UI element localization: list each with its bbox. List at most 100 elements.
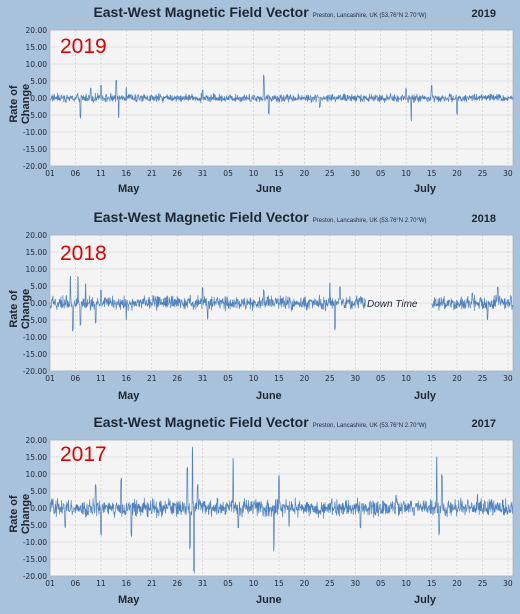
x-tick-label: 20 (300, 169, 310, 178)
x-tick-label: 30 (351, 374, 361, 383)
x-tick-label: 25 (478, 579, 488, 588)
x-tick-label: 21 (147, 169, 157, 178)
plot-border (49, 439, 514, 577)
x-tick-label: 05 (223, 579, 233, 588)
month-label-may: May (118, 390, 140, 402)
x-tick-label: 25 (478, 374, 488, 383)
x-tick-label: 26 (172, 579, 182, 588)
location-label: Preston, Lancashire, UK (53.76°N 2.70°W) (312, 423, 427, 429)
series-line (49, 275, 514, 332)
year-label: 2018 (471, 213, 496, 225)
y-tick-label: -10.00 (23, 128, 47, 137)
x-tick-label: 05 (223, 374, 233, 383)
x-tick-label: 16 (122, 169, 132, 178)
chart-title: East-West Magnetic Field Vector Preston, … (93, 414, 427, 430)
month-label-june: June (256, 183, 282, 195)
x-tick-label: 01 (45, 374, 55, 383)
x-tick-label: 21 (147, 579, 157, 588)
x-tick-label: 31 (198, 169, 208, 178)
x-tick-label: 10 (249, 169, 259, 178)
x-tick-label: 15 (427, 169, 437, 178)
location-label: Preston, Lancashire, UK (53.76°N 2.70°W) (312, 13, 427, 19)
x-tick-label: 11 (96, 374, 106, 383)
x-tick-label: 25 (325, 374, 335, 383)
chart-panel-2019: East-West Magnetic Field Vector Preston, … (0, 0, 520, 205)
year-label: 2019 (471, 8, 496, 20)
y-tick-label: 0.00 (30, 504, 47, 513)
y-tick-label: -10.00 (23, 538, 47, 547)
month-label-july: July (414, 390, 437, 402)
x-tick-label: 21 (147, 374, 157, 383)
month-label-june: June (256, 390, 282, 402)
x-tick-label: 05 (376, 374, 386, 383)
y-tick-label: -20.00 (23, 162, 47, 171)
y-tick-label: 0.00 (30, 299, 47, 308)
x-tick-label: 15 (274, 579, 284, 588)
x-tick-label: 11 (96, 169, 106, 178)
x-tick-label: 01 (45, 579, 55, 588)
y-tick-label: -5.00 (28, 111, 48, 120)
y-tick-label: -15.00 (23, 145, 47, 154)
y-tick-label: 15.00 (26, 453, 48, 462)
x-tick-label: 20 (452, 579, 462, 588)
y-tick-label: 10.00 (26, 60, 48, 69)
y-tick-label: 5.00 (30, 77, 47, 86)
x-tick-label: 25 (325, 169, 335, 178)
x-tick-label: 20 (452, 169, 462, 178)
x-tick-label: 30 (503, 374, 513, 383)
year-big-label: 2019 (60, 35, 107, 58)
x-tick-label: 30 (503, 579, 513, 588)
month-label-july: July (414, 594, 437, 606)
location-label: Preston, Lancashire, UK (53.76°N 2.70°W) (312, 218, 427, 224)
plot-svg: 20.00 15.00 10.00 5.00 0.00 -5.00 -10.00 -15.00… (23, 436, 514, 588)
x-tick-label: 06 (71, 579, 81, 588)
y-tick-label: -5.00 (28, 521, 48, 530)
x-tick-label: 11 (96, 579, 106, 588)
chart-title: East-West Magnetic Field Vector Preston, … (93, 209, 427, 225)
x-tick-label: 06 (71, 374, 81, 383)
y-tick-label: 20.00 (26, 231, 48, 240)
chart-title: East-West Magnetic Field Vector Preston, … (93, 4, 427, 20)
month-label-may: May (118, 183, 140, 195)
y-tick-label: 0.00 (30, 94, 47, 103)
x-tick-label: 16 (122, 374, 132, 383)
y-tick-label: -10.00 (23, 333, 47, 342)
x-tick-label: 26 (172, 169, 182, 178)
x-tick-label: 01 (45, 169, 55, 178)
y-tick-label: 15.00 (26, 43, 48, 52)
x-tick-label: 30 (503, 169, 513, 178)
x-tick-label: 16 (122, 579, 132, 588)
x-tick-label: 05 (376, 169, 386, 178)
y-tick-label: -15.00 (23, 555, 47, 564)
y-tick-label: 10.00 (26, 470, 48, 479)
series-line (49, 74, 514, 122)
y-tick-label: -20.00 (23, 367, 47, 376)
x-tick-label: 05 (376, 579, 386, 588)
x-tick-label: 31 (198, 374, 208, 383)
x-tick-label: 10 (401, 579, 411, 588)
x-tick-label: 10 (401, 169, 411, 178)
y-tick-label: -20.00 (23, 572, 47, 581)
y-tick-label: 20.00 (26, 26, 48, 35)
x-tick-label: 20 (452, 374, 462, 383)
chart-panel-2017: East-West Magnetic Field Vector Preston, … (0, 410, 520, 614)
x-tick-label: 25 (325, 579, 335, 588)
x-tick-label: 26 (172, 374, 182, 383)
x-tick-label: 15 (427, 374, 437, 383)
y-tick-label: 10.00 (26, 265, 48, 274)
month-label-june: June (256, 594, 282, 606)
down-time-annotation: Down Time (367, 299, 418, 310)
x-tick-label: 31 (198, 579, 208, 588)
year-big-label: 2017 (60, 443, 107, 466)
x-tick-label: 10 (401, 374, 411, 383)
year-label: 2017 (471, 418, 496, 430)
month-label-july: July (414, 183, 437, 195)
x-tick-label: 20 (300, 374, 310, 383)
x-tick-label: 25 (478, 169, 488, 178)
y-tick-label: 15.00 (26, 248, 48, 257)
x-tick-label: 30 (351, 169, 361, 178)
x-tick-label: 06 (71, 169, 81, 178)
x-tick-label: 10 (249, 374, 259, 383)
plot-svg: 20.00 15.00 10.00 5.00 0.00 -5.00 -10.00 -15.00… (23, 231, 514, 383)
y-tick-label: -15.00 (23, 350, 47, 359)
